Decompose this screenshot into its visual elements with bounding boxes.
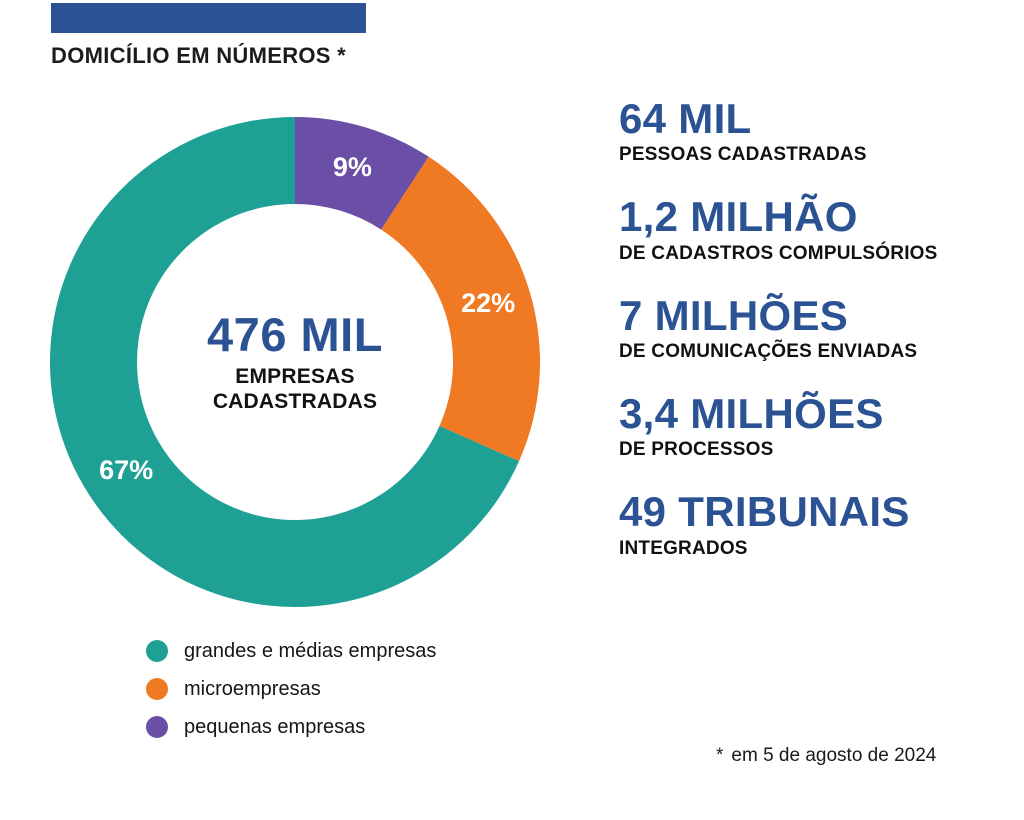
chart-legend: grandes e médias empresas microempresas … — [146, 632, 436, 746]
stat-caption: DE COMUNICAÇÕES ENVIADAS — [619, 341, 918, 363]
footnote-marker: * — [716, 745, 724, 766]
statistics-list: 64 MIL PESSOAS CADASTRADAS 1,2 MILHÃO DE… — [619, 96, 1019, 588]
footnote-text: em 5 de agosto de 2024 — [731, 745, 937, 766]
stat-value: 49 TRIBUNAIS — [619, 488, 910, 536]
stat-item-pessoas-cadastradas: 64 MIL PESSOAS CADASTRADAS — [619, 96, 1019, 166]
stat-item-processos: 3,4 MILHÕES DE PROCESSOS — [619, 391, 1019, 461]
donut-slice-grandes-e-medias-empresas — [50, 117, 520, 607]
stat-value: 1,2 MILHÃO — [619, 193, 858, 241]
stat-item-cadastros-compulsorios: 1,2 MILHÃO DE CADASTROS COMPULSÓRIOS — [619, 194, 1019, 264]
donut-label-microempresas: 22% — [461, 288, 515, 318]
stat-caption: INTEGRADOS — [619, 537, 748, 559]
stat-caption: DE PROCESSOS — [619, 439, 774, 461]
legend-item-label: pequenas empresas — [184, 715, 366, 738]
legend-dot-icon — [146, 678, 168, 700]
legend-item: grandes e médias empresas — [146, 632, 436, 670]
donut-chart-svg: 9% 22% 67% — [50, 117, 540, 607]
donut-slice-microempresas — [381, 156, 540, 462]
stat-caption: DE CADASTROS COMPULSÓRIOS — [619, 242, 938, 264]
stat-item-comunicacoes-enviadas: 7 MILHÕES DE COMUNICAÇÕES ENVIADAS — [619, 291, 1019, 363]
legend-item-label: microempresas — [184, 677, 321, 700]
legend-dot-icon — [146, 716, 168, 738]
legend-item: microempresas — [146, 670, 436, 708]
donut-slice-pequenas-empresas — [295, 117, 429, 230]
legend-dot-icon — [146, 640, 168, 662]
donut-label-pequenas-empresas: 9% — [333, 152, 372, 182]
stat-value: 64 MIL — [619, 95, 752, 142]
header-accent-bar — [51, 3, 366, 33]
footnote: * em 5 de agosto de 2024 — [716, 745, 936, 767]
legend-item: pequenas empresas — [146, 708, 436, 746]
stat-value: 7 MILHÕES — [619, 291, 849, 339]
donut-label-grandes-e-medias-empresas: 67% — [99, 455, 153, 485]
stat-value: 3,4 MILHÕES — [619, 390, 884, 438]
page-title: DOMICÍLIO EM NÚMEROS * — [51, 43, 347, 68]
legend-item-label: grandes e médias empresas — [184, 639, 437, 662]
stat-item-tribunais-integrados: 49 TRIBUNAIS INTEGRADOS — [619, 489, 1019, 559]
donut-chart: 9% 22% 67% 476 MIL EMPRESAS CADASTRADAS — [50, 117, 540, 607]
stat-caption: PESSOAS CADASTRADAS — [619, 144, 867, 166]
